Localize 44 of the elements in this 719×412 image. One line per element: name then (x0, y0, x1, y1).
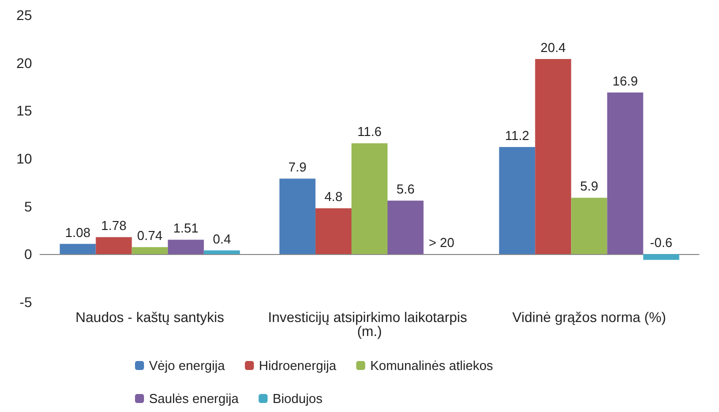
data-label: 11.6 (357, 124, 382, 140)
bar (571, 198, 608, 254)
data-label: 4.8 (324, 189, 343, 204)
bar (643, 254, 680, 260)
bar (279, 178, 316, 254)
annotation: > 20 (428, 235, 454, 250)
bar (499, 147, 536, 254)
y-tick-label: 0 (24, 246, 32, 262)
y-tick-label: 15 (16, 102, 32, 119)
data-label: -0.6 (650, 235, 672, 250)
bar (168, 240, 204, 254)
bar (535, 59, 572, 254)
data-label: 11.2 (504, 128, 530, 144)
bar (388, 200, 424, 254)
y-tick-label: 10 (16, 150, 32, 166)
y-tick-label: 25 (16, 7, 32, 23)
data-label: 5.9 (580, 178, 598, 194)
legend-label: Saulės energija (149, 391, 240, 406)
bar (60, 244, 96, 254)
data-label: 20.4 (540, 40, 566, 56)
legend-label: Komunalinės atliekos (370, 358, 494, 373)
y-tick-label: 20 (16, 54, 32, 71)
bar (204, 250, 240, 254)
data-label: 0.4 (212, 231, 231, 246)
bar (315, 208, 352, 254)
data-label: 16.9 (612, 73, 638, 88)
legend-label: Hidroenergija (258, 358, 337, 373)
bar (351, 143, 388, 254)
data-label: 1.08 (65, 224, 90, 240)
data-label: 7.9 (288, 160, 306, 175)
data-label: 0.74 (137, 228, 162, 244)
bar (132, 247, 168, 254)
legend-label: Biodujos (272, 391, 323, 406)
x-tick-label: Naudos - kaštų santykis (76, 309, 224, 325)
bar (607, 92, 644, 254)
data-label: 5.6 (396, 182, 415, 197)
data-label: 1.78 (101, 218, 126, 234)
bar (96, 237, 132, 254)
y-tick-label: -5 (20, 294, 32, 310)
legend-label: Vėjo energija (149, 358, 226, 373)
x-tick-label: Vidinė grąžos norma (%) (512, 309, 666, 325)
data-label: 1.51 (173, 220, 199, 236)
x-tick-label: Investicijų atsipirkimo laikotarpis (m.) (268, 309, 472, 339)
y-tick-label: 5 (24, 198, 32, 214)
